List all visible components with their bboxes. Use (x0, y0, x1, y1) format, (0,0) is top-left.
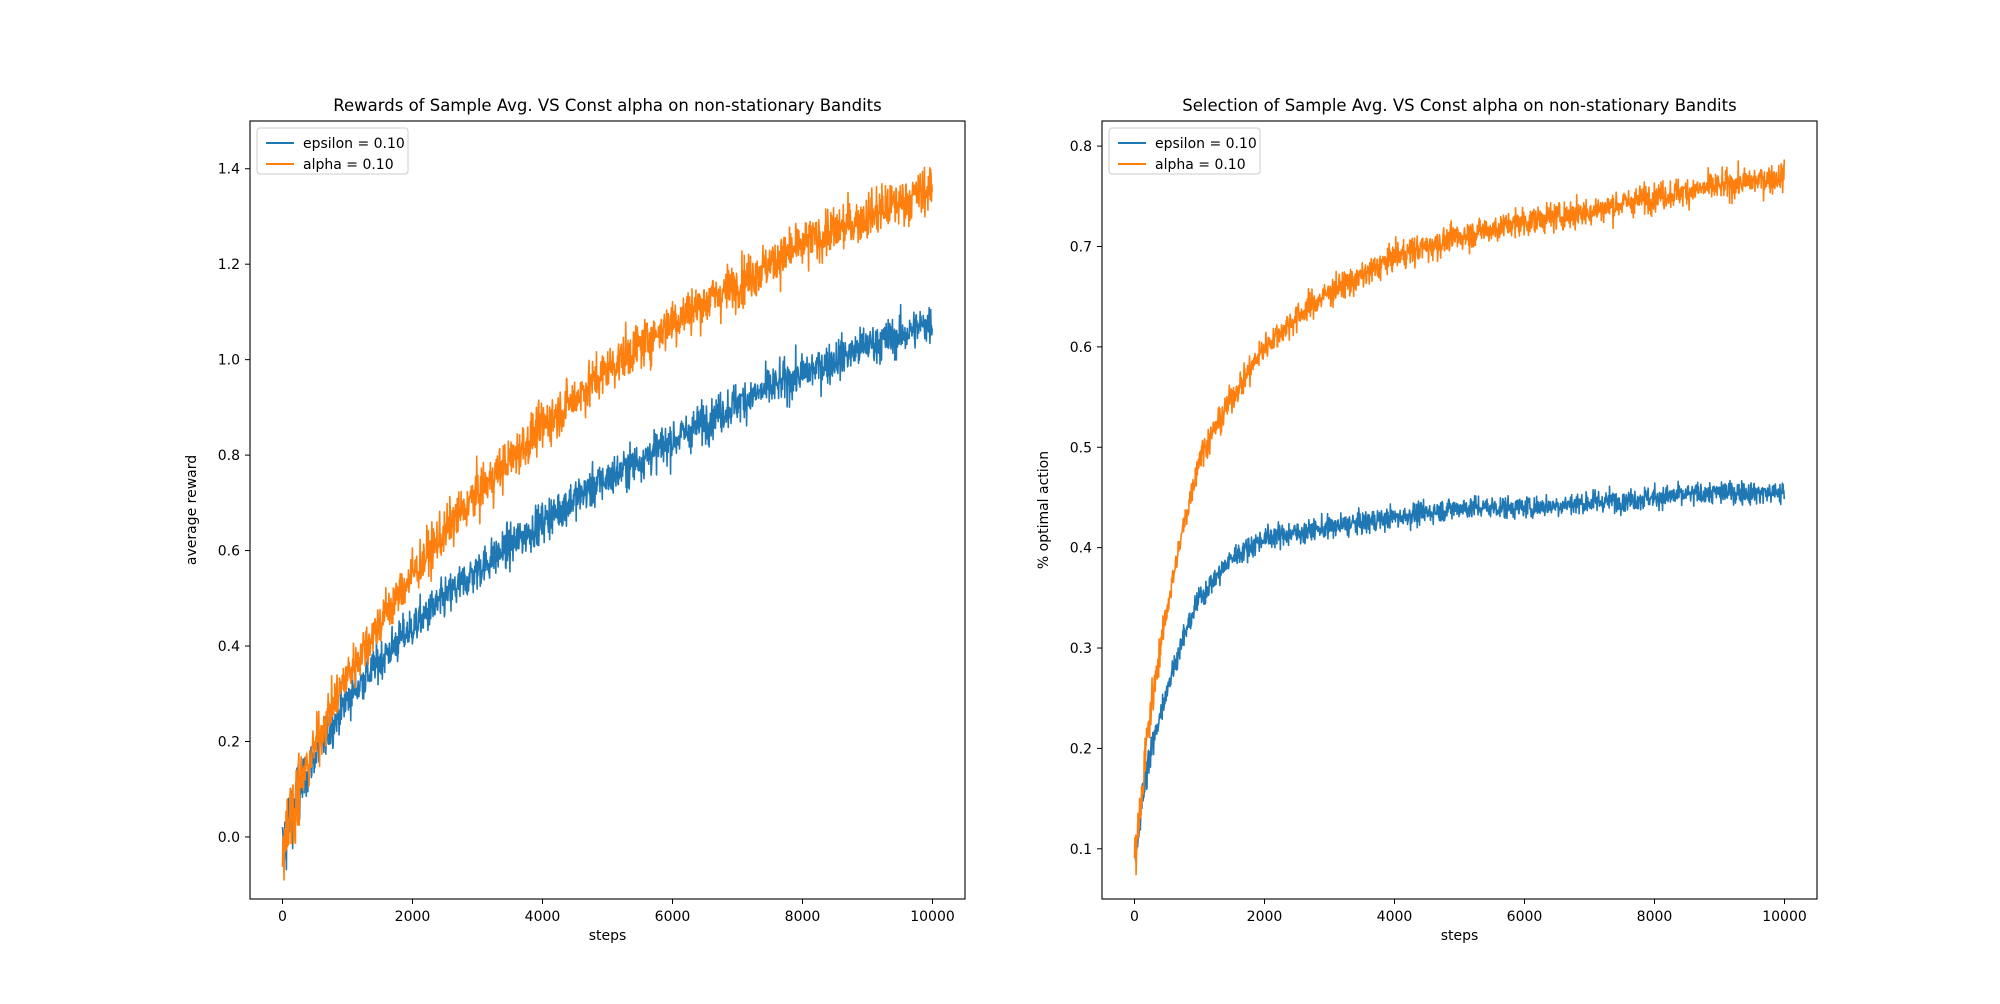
selection-x-axis-label: steps (1441, 928, 1479, 944)
selection-legend-label-alpha: alpha = 0.10 (1155, 157, 1246, 173)
rewards-chart-title: Rewards of Sample Avg. VS Const alpha on… (333, 96, 881, 115)
rewards-y-axis-label: average reward (184, 455, 200, 565)
rewards-y-tick-label: 0.0 (218, 830, 240, 846)
selection-x-tick-label: 4000 (1377, 909, 1413, 925)
rewards-x-tick-label: 0 (278, 909, 287, 925)
selection-axes-frame (1101, 120, 1818, 900)
rewards-y-tick-label: 0.6 (218, 544, 240, 560)
rewards-chart: 0 2000 4000 6000 8000 10000 0.0 0.2 0.4 0.6 0.8 1.0… (184, 96, 966, 944)
rewards-legend: epsilon = 0.10 alpha = 0.10 (256, 127, 409, 175)
selection-y-tick-label: 0.1 (1070, 842, 1092, 858)
selection-y-tick-label: 0.7 (1070, 239, 1092, 255)
selection-y-tick-label: 0.2 (1070, 741, 1092, 757)
rewards-x-axis-label: steps (589, 928, 627, 944)
rewards-series-epsilon-line (281, 303, 934, 871)
selection-x-tick-label: 10000 (1762, 909, 1807, 925)
rewards-x-tick-label: 10000 (910, 909, 955, 925)
selection-series-epsilon-line (1133, 479, 1786, 862)
rewards-y-tick-label: 0.8 (218, 448, 240, 464)
rewards-plot-area (281, 166, 934, 881)
selection-legend-label-epsilon: epsilon = 0.10 (1155, 136, 1257, 152)
rewards-legend-label-alpha: alpha = 0.10 (303, 157, 394, 173)
selection-y-tick-label: 0.6 (1070, 340, 1092, 356)
rewards-axes-frame (249, 120, 966, 900)
rewards-x-tick-label: 2000 (395, 909, 431, 925)
rewards-y-tick-label: 0.4 (218, 639, 240, 655)
selection-x-tick-label: 0 (1130, 909, 1139, 925)
selection-legend: epsilon = 0.10 alpha = 0.10 (1108, 127, 1261, 175)
selection-y-axis-label: % optimal action (1036, 451, 1052, 569)
rewards-y-tick-label: 1.0 (218, 353, 240, 369)
selection-chart: 0 2000 4000 6000 8000 10000 0.1 0.2 0.3 0.4 0.5 0.6… (1036, 96, 1818, 944)
rewards-x-tick-label: 6000 (655, 909, 691, 925)
selection-chart-title: Selection of Sample Avg. VS Const alpha … (1182, 96, 1736, 115)
selection-x-tick-label: 8000 (1637, 909, 1673, 925)
rewards-x-tick-label: 8000 (785, 909, 821, 925)
rewards-y-tick-label: 1.2 (218, 257, 240, 273)
selection-series-alpha-line (1133, 159, 1786, 876)
selection-y-tick-label: 0.8 (1070, 139, 1092, 155)
selection-plot-area (1133, 159, 1786, 876)
rewards-legend-label-epsilon: epsilon = 0.10 (303, 136, 405, 152)
rewards-legend-box (256, 127, 409, 175)
rewards-y-tick-label: 0.2 (218, 734, 240, 750)
rewards-series-alpha-line (281, 166, 934, 881)
selection-x-tick-label: 2000 (1247, 909, 1283, 925)
selection-x-tick-label: 6000 (1507, 909, 1543, 925)
selection-y-tick-label: 0.3 (1070, 641, 1092, 657)
selection-y-tick-label: 0.5 (1070, 440, 1092, 456)
selection-y-tick-label: 0.4 (1070, 541, 1092, 557)
rewards-y-tick-label: 1.4 (218, 162, 240, 178)
selection-legend-box (1108, 127, 1261, 175)
rewards-x-tick-label: 4000 (525, 909, 561, 925)
